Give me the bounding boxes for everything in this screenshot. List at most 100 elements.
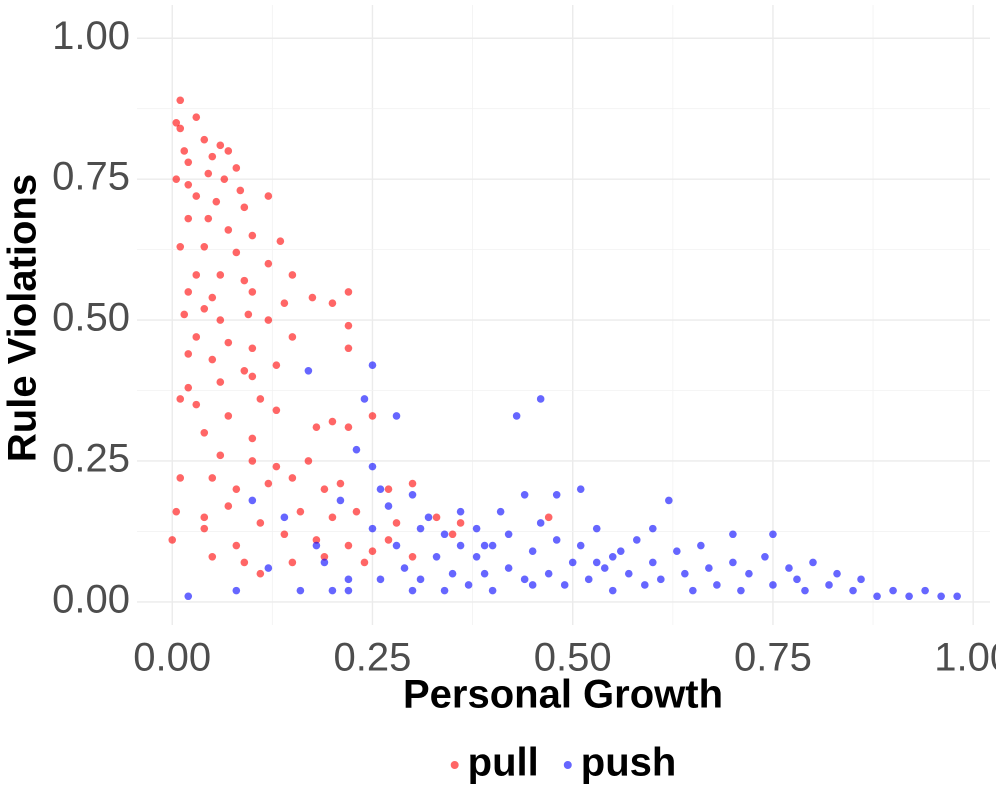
legend-marker	[563, 761, 572, 769]
point	[208, 355, 217, 364]
point	[368, 412, 377, 420]
legend-label: pull	[468, 741, 539, 785]
point	[240, 203, 249, 212]
point	[176, 474, 185, 482]
point	[673, 547, 681, 555]
point	[248, 496, 257, 505]
point	[264, 316, 273, 324]
point	[216, 451, 225, 460]
point	[793, 575, 801, 584]
legend-label: push	[581, 741, 677, 785]
point	[737, 586, 745, 595]
point	[232, 248, 241, 257]
point	[392, 519, 401, 527]
point	[384, 485, 393, 493]
point	[200, 135, 209, 144]
point	[640, 581, 649, 589]
point	[216, 141, 225, 150]
point	[328, 586, 337, 595]
point	[248, 372, 257, 381]
point	[256, 569, 265, 578]
point	[833, 569, 841, 578]
point	[440, 530, 449, 539]
point	[304, 367, 313, 375]
point	[216, 316, 225, 324]
point	[504, 564, 513, 572]
point	[272, 462, 281, 471]
point	[576, 485, 585, 493]
point	[536, 519, 545, 527]
point	[592, 558, 601, 567]
point	[184, 214, 193, 223]
point	[376, 485, 385, 493]
point	[304, 457, 313, 465]
legend: pull push	[450, 741, 677, 785]
point	[448, 530, 457, 539]
grid	[137, 5, 990, 625]
point	[681, 569, 689, 578]
point	[280, 530, 289, 539]
point	[785, 564, 793, 572]
point	[172, 119, 181, 127]
point	[729, 530, 737, 539]
point	[248, 288, 257, 296]
point	[344, 344, 353, 353]
point	[584, 575, 593, 584]
y-tick-label: 0.75	[52, 155, 130, 199]
point	[384, 502, 393, 510]
x-tick-label: 1.00	[934, 636, 996, 680]
point	[192, 113, 201, 121]
point	[328, 299, 337, 307]
point	[496, 507, 505, 516]
point	[600, 564, 609, 572]
point	[416, 575, 425, 584]
point	[248, 434, 257, 443]
point	[248, 344, 257, 353]
point	[328, 513, 337, 522]
point	[761, 553, 769, 561]
point	[192, 271, 201, 279]
point	[472, 524, 481, 533]
point	[536, 395, 545, 403]
point	[592, 524, 601, 533]
point	[272, 406, 281, 415]
point	[216, 378, 225, 386]
point	[248, 457, 257, 465]
y-tick-label: 0.00	[52, 577, 130, 621]
point	[232, 586, 241, 595]
point	[480, 541, 489, 550]
point	[472, 553, 481, 561]
point	[953, 592, 961, 601]
legend-marker	[450, 761, 459, 769]
point	[392, 541, 401, 550]
point	[184, 158, 193, 167]
point	[236, 186, 245, 195]
point	[344, 586, 353, 595]
point	[224, 502, 233, 510]
point	[264, 259, 273, 268]
point	[200, 243, 209, 251]
point	[408, 479, 417, 488]
point	[276, 237, 285, 245]
x-tick-label: 0.75	[734, 636, 812, 680]
point	[208, 474, 217, 482]
point	[705, 564, 713, 572]
point	[200, 429, 209, 437]
point	[244, 310, 253, 319]
point	[745, 569, 753, 578]
point	[608, 586, 617, 595]
point	[240, 367, 249, 375]
point	[424, 513, 433, 522]
point	[192, 192, 201, 200]
point	[689, 586, 697, 595]
point	[320, 485, 329, 493]
point	[368, 361, 377, 369]
point	[408, 491, 417, 499]
point	[825, 581, 833, 589]
point	[280, 513, 289, 522]
point	[264, 564, 273, 572]
point	[632, 536, 641, 544]
point	[224, 226, 233, 234]
y-tick-label: 1.00	[52, 14, 130, 58]
point	[208, 553, 217, 561]
